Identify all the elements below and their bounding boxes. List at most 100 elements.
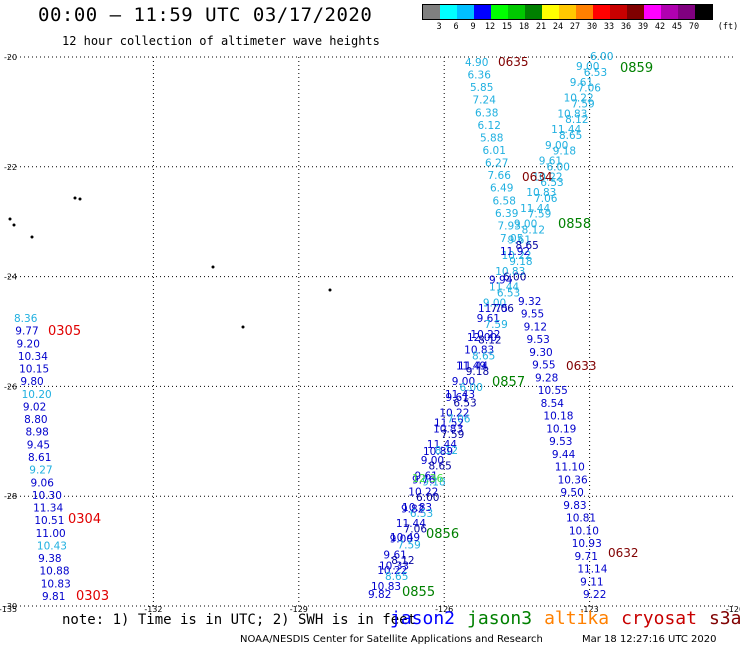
track-value: 10.83 xyxy=(557,108,587,120)
scale-swatch xyxy=(678,5,695,19)
track-value: 10.43 xyxy=(37,540,67,552)
track-value: 5.88 xyxy=(480,132,503,144)
track-value: 6.00 xyxy=(547,161,570,173)
track-value: 9.00 xyxy=(390,534,413,546)
track-value: 6.53 xyxy=(584,67,607,79)
track-time: 0633 xyxy=(566,359,597,373)
lon-label: -120 xyxy=(726,605,740,614)
track-value: 8.65 xyxy=(515,240,538,252)
track-value: 10.83 xyxy=(41,578,71,590)
track-value: 10.83 xyxy=(526,187,556,199)
track-value: 6.00 xyxy=(590,51,613,63)
track-value: 6.49 xyxy=(490,183,513,195)
track-value: 9.38 xyxy=(38,553,61,565)
track-value: 10.83 xyxy=(402,502,432,514)
scale-label: 12 xyxy=(484,22,496,32)
island-dot xyxy=(211,265,215,269)
track-value: 10.22 xyxy=(408,486,438,498)
track-value: 11.00 xyxy=(36,528,66,540)
track-value: 10.83 xyxy=(371,581,401,593)
track-value: 11.75 xyxy=(478,303,508,315)
satellite-cryosat: cryosat xyxy=(621,608,697,629)
track-value: 9.27 xyxy=(29,465,52,477)
island-dot xyxy=(241,325,245,329)
satellite-s3a: s3a xyxy=(708,608,740,629)
track-value: 9.00 xyxy=(576,61,599,73)
track-value: 6.39 xyxy=(495,208,518,220)
scale-label: 24 xyxy=(552,22,564,32)
track-value: 9.61 xyxy=(414,471,437,483)
lon-label: -129 xyxy=(290,605,308,614)
track-value: 9.30 xyxy=(529,347,552,359)
track-value: 9.00 xyxy=(483,297,506,309)
track-value: 8.12 xyxy=(391,555,414,567)
track-value: 11.44 xyxy=(551,124,581,136)
track-time: 0305 xyxy=(48,324,81,339)
track-value: 11.43 xyxy=(445,389,475,401)
scale-swatch xyxy=(644,5,661,19)
scale-label: 39 xyxy=(637,22,649,32)
scale-swatch xyxy=(491,5,508,19)
track-value: 9.80 xyxy=(20,376,43,388)
track-value: 8.65 xyxy=(385,571,408,583)
page-subtitle: 12 hour collection of altimeter wave hei… xyxy=(62,34,380,48)
track-value: 9.00 xyxy=(452,376,475,388)
track-value: 9.32 xyxy=(518,296,541,308)
satellite-legend: jason2 jason3 altika cryosat s3a xyxy=(390,608,740,629)
track-value: 8.12 xyxy=(522,224,545,236)
scale-swatch xyxy=(593,5,610,19)
track-value: 4.90 xyxy=(465,57,488,69)
track-value: 10.83 xyxy=(464,345,494,357)
scale-swatch xyxy=(508,5,525,19)
island-dot xyxy=(73,196,77,200)
page-title: 00:00 – 11:59 UTC 03/17/2020 xyxy=(38,4,373,26)
track-value: 8.36 xyxy=(14,313,38,325)
track-value: 7.59 xyxy=(484,319,507,331)
lat-label: -22 xyxy=(4,163,17,172)
track-time: 0855 xyxy=(402,585,435,600)
scale-swatch xyxy=(423,5,440,19)
track-value: 9.53 xyxy=(526,334,549,346)
track-value: 6.36 xyxy=(468,70,492,82)
track-value: 6.00 xyxy=(503,272,526,284)
track-value: 10.22 xyxy=(564,93,594,105)
track-value: 7.59 xyxy=(528,209,551,221)
track-value: 10.30 xyxy=(32,490,62,502)
track-value: 10.49 xyxy=(390,532,420,544)
track-value: 8.65 xyxy=(472,350,495,362)
scale-label: 42 xyxy=(654,22,666,32)
track-value: 9.00 xyxy=(421,455,444,467)
track-value: 10.89 xyxy=(423,446,453,458)
track-value: 9.55 xyxy=(521,309,544,321)
track-value: 6.53 xyxy=(497,287,520,299)
footer-timestamp: Mar 18 12:27:16 UTC 2020 xyxy=(582,634,717,645)
scale-unit: (ft) xyxy=(717,22,739,32)
track-value: 11.44 xyxy=(458,360,488,372)
track-value: 6.38 xyxy=(475,107,498,119)
track-value: 6.53 xyxy=(453,398,476,410)
track-time: 0859 xyxy=(620,61,653,76)
track-value: 10.83 xyxy=(495,266,525,278)
color-scale-legend: (ft) 3 6 9 12 15 18 21 24 27 30 33 36 39 42 45 70 xyxy=(422,4,738,34)
scale-swatch xyxy=(474,5,491,19)
track-value: 9.18 xyxy=(509,256,532,268)
scale-label: 36 xyxy=(620,22,632,32)
track-value: 9.81 xyxy=(42,591,65,603)
scale-label: 45 xyxy=(671,22,683,32)
scale-swatch xyxy=(695,5,712,19)
scale-label: 70 xyxy=(688,22,700,32)
track-time: 0635 xyxy=(498,55,529,69)
lat-label: -28 xyxy=(4,492,17,501)
track-value: 10.33 xyxy=(379,560,409,572)
track-value: 10.22 xyxy=(501,250,531,262)
track-value: 6.53 xyxy=(410,508,433,520)
track-value: 10.18 xyxy=(543,411,573,423)
track-value: 10.88 xyxy=(39,566,69,578)
track-value: 11.34 xyxy=(33,503,63,515)
track-value: 10.20 xyxy=(22,389,52,401)
track-time: 0303 xyxy=(76,589,109,604)
satellite-jason3: jason3 xyxy=(467,608,533,629)
track-value: 6.00 xyxy=(460,382,483,394)
track-value: 9.45 xyxy=(27,439,50,451)
track-value: 10.93 xyxy=(572,538,602,550)
